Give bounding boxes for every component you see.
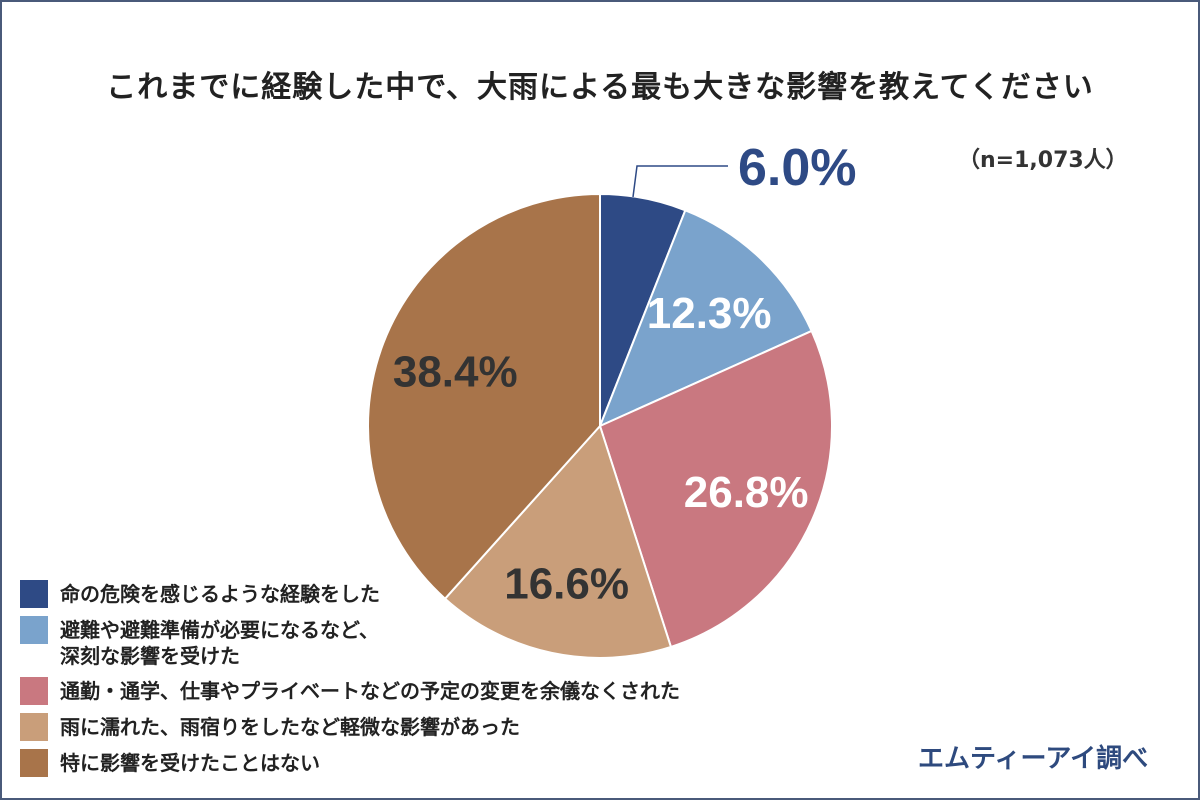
callout-line — [632, 165, 728, 198]
data-label-5: 38.4% — [393, 348, 518, 397]
pie-slice-5 — [367, 192, 601, 601]
legend-label-3: 通勤・通学、仕事やプライベートなどの予定の変更を余儀なくされた — [60, 679, 680, 703]
legend-swatch-3 — [20, 677, 48, 705]
legend: 命の危険を感じるような経験をした避難や避難準備が必要になるなど、 深刻な影響を受… — [20, 580, 820, 785]
data-label-1: 6.0% — [738, 139, 857, 197]
data-label-3: 26.8% — [684, 468, 809, 517]
legend-swatch-4 — [20, 713, 48, 741]
legend-label-2: 避難や避難準備が必要になるなど、 深刻な影響を受けた — [60, 618, 379, 668]
data-label-4: 16.6% — [504, 559, 629, 608]
pie-slice-3 — [598, 329, 833, 649]
legend-label-4: 雨に濡れた、雨宿りをしたなど軽微な影響があった — [60, 715, 520, 739]
chart-title: これまでに経験した中で、大雨による最も大きな影響を教えてください — [106, 70, 1094, 105]
pie-slice-4 — [443, 424, 673, 659]
legend-swatch-2 — [20, 616, 48, 644]
legend-item-2: 避難や避難準備が必要になるなど、 深刻な影響を受けた — [20, 616, 820, 669]
sample-size: （n=1,073人） — [958, 148, 1128, 173]
data-label-2: 12.3% — [647, 289, 772, 338]
legend-label-1: 命の危険を感じるような経験をした — [60, 582, 380, 606]
legend-swatch-1 — [20, 580, 48, 608]
legend-swatch-5 — [20, 749, 48, 777]
legend-item-1: 命の危険を感じるような経験をした — [20, 580, 820, 608]
pie-slice-2 — [598, 208, 813, 428]
legend-label-5: 特に影響を受けたことはない — [60, 751, 320, 775]
legend-item-4: 雨に濡れた、雨宿りをしたなど軽微な影響があった — [20, 713, 820, 741]
source-credit: エムティーアイ調べ — [918, 744, 1149, 774]
legend-item-3: 通勤・通学、仕事やプライベートなどの予定の変更を余儀なくされた — [20, 677, 820, 705]
legend-item-5: 特に影響を受けたことはない — [20, 749, 820, 777]
